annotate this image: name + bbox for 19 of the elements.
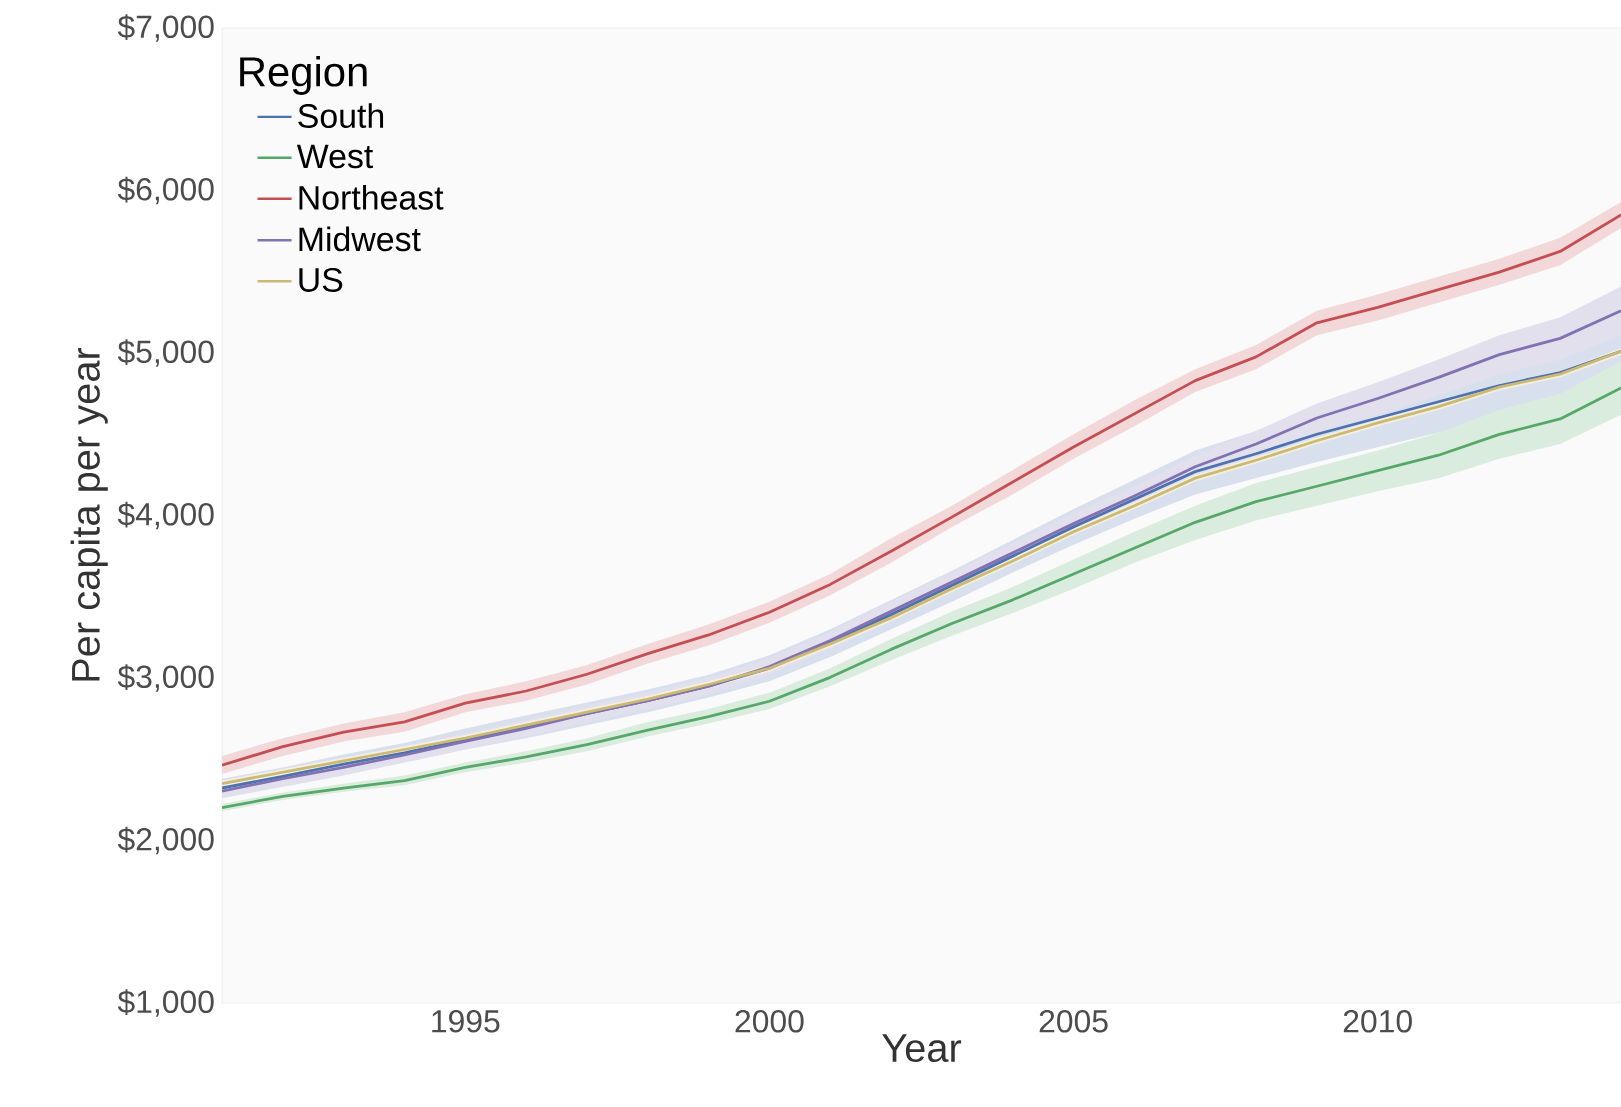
y-tick-label: $4,000	[117, 501, 214, 530]
x-tick-label: 2005	[1039, 1010, 1108, 1033]
legend-label: US	[299, 267, 343, 292]
x-tick-label: 2010	[1343, 1010, 1412, 1033]
legend-label: Midwest	[299, 226, 421, 252]
legend-label: Northeast	[299, 184, 444, 210]
x-tick-label: 1995	[432, 1010, 500, 1033]
legend-label: West	[296, 144, 374, 169]
y-tick-label: $6,000	[117, 176, 214, 205]
y-axis-title: Per capita per year	[70, 347, 108, 681]
x-tick-label: 2000	[735, 1010, 804, 1033]
y-tick-label: $2,000	[117, 826, 214, 855]
y-tick-label: $7,000	[117, 14, 214, 42]
y-tick-label: $3,000	[117, 664, 214, 692]
legend-title: Region	[240, 55, 367, 95]
y-tick-label: $1,000	[117, 989, 214, 1017]
x-axis-title: Year	[882, 1034, 962, 1063]
legend-label: South	[298, 103, 384, 129]
y-tick-label: $5,000	[117, 339, 214, 367]
